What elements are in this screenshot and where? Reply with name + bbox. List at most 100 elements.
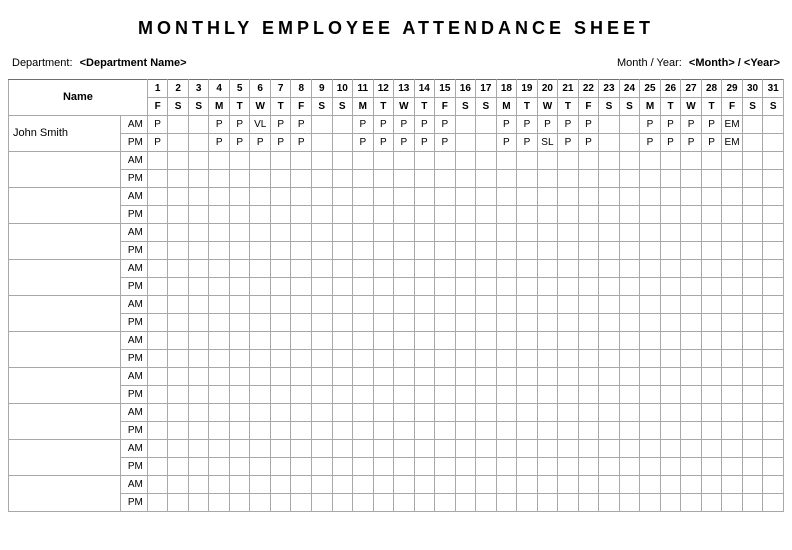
attendance-cell [291,260,312,278]
attendance-cell [147,242,168,260]
attendance-cell [640,476,661,494]
attendance-cell [722,170,743,188]
attendance-cell: P [414,116,435,134]
am-label-cell: AM [120,332,147,350]
attendance-cell [250,404,271,422]
attendance-cell [763,206,784,224]
attendance-cell [188,368,209,386]
attendance-cell [742,386,763,404]
attendance-cell [270,170,291,188]
attendance-cell [476,152,497,170]
attendance-cell [435,350,456,368]
attendance-cell [250,368,271,386]
day-number-header: 30 [742,80,763,98]
attendance-cell [496,314,517,332]
attendance-cell: P [209,116,230,134]
attendance-cell [763,188,784,206]
attendance-cell [414,278,435,296]
attendance-cell [763,332,784,350]
attendance-cell [209,386,230,404]
employee-name-cell [9,368,121,404]
day-letter-header: S [599,98,620,116]
attendance-cell [270,476,291,494]
attendance-cell [660,332,681,350]
attendance-cell [311,350,332,368]
attendance-cell [619,476,640,494]
department-label: Department: [12,57,73,69]
day-letter-header: T [270,98,291,116]
attendance-cell [558,224,579,242]
attendance-cell: P [701,134,722,152]
attendance-cell [701,386,722,404]
attendance-cell [517,152,538,170]
attendance-cell [599,170,620,188]
attendance-cell [496,332,517,350]
attendance-cell [537,314,558,332]
attendance-cell [578,332,599,350]
attendance-cell [660,494,681,512]
attendance-cell [435,260,456,278]
attendance-cell [619,332,640,350]
month-year-value: <Month> / <Year> [689,57,780,69]
attendance-cell [229,440,250,458]
attendance-cell [640,350,661,368]
attendance-cell: P [701,116,722,134]
attendance-cell [270,314,291,332]
attendance-cell [455,476,476,494]
day-number-header: 27 [681,80,702,98]
day-letter-header: M [209,98,230,116]
attendance-cell [311,278,332,296]
attendance-cell: EM [722,134,743,152]
attendance-cell [599,188,620,206]
attendance-cell [414,440,435,458]
attendance-cell [250,296,271,314]
attendance-cell [435,224,456,242]
attendance-cell [578,404,599,422]
attendance-cell [455,170,476,188]
attendance-cell: P [229,116,250,134]
attendance-cell [168,116,189,134]
attendance-cell [414,494,435,512]
attendance-cell: P [394,134,415,152]
attendance-cell [332,206,353,224]
attendance-cell [250,152,271,170]
attendance-cell [599,314,620,332]
attendance-cell [763,386,784,404]
attendance-cell [435,368,456,386]
attendance-cell [763,296,784,314]
attendance-cell [394,440,415,458]
attendance-cell [209,260,230,278]
day-letter-header: T [229,98,250,116]
am-label-cell: AM [120,440,147,458]
attendance-cell [660,260,681,278]
attendance-cell [311,116,332,134]
attendance-cell [414,422,435,440]
attendance-cell [517,458,538,476]
attendance-cell [640,386,661,404]
attendance-cell [209,458,230,476]
attendance-cell [742,494,763,512]
attendance-cell [476,116,497,134]
day-letter-header: S [763,98,784,116]
attendance-cell [168,494,189,512]
attendance-cell: SL [537,134,558,152]
attendance-cell [722,314,743,332]
attendance-cell [640,494,661,512]
attendance-cell [332,224,353,242]
attendance-cell [250,440,271,458]
attendance-cell [353,188,374,206]
attendance-cell [619,404,640,422]
attendance-cell [435,206,456,224]
attendance-cell [517,350,538,368]
attendance-cell [619,242,640,260]
attendance-cell [640,206,661,224]
attendance-cell [311,476,332,494]
attendance-cell [496,260,517,278]
attendance-cell [414,224,435,242]
attendance-cell [250,224,271,242]
attendance-cell [558,296,579,314]
attendance-cell [332,278,353,296]
pm-label-cell: PM [120,134,147,152]
attendance-cell [599,350,620,368]
attendance-cell [250,188,271,206]
